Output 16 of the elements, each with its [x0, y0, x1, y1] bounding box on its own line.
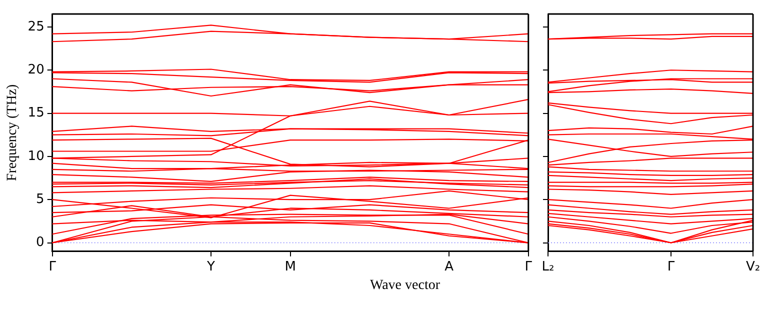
y-tick-label: 25	[28, 19, 44, 34]
y-tick-label: 0	[36, 235, 44, 250]
x-tick-label: Γ	[524, 260, 533, 275]
y-tick-label: 5	[36, 192, 44, 207]
y-tick-label: 15	[28, 106, 44, 121]
x-tick-label: Y	[206, 260, 216, 275]
x-tick-label: A	[444, 260, 454, 275]
x-tick-label: Γ	[48, 260, 57, 275]
x-axis-title: Wave vector	[370, 278, 440, 294]
y-tick-label: 10	[28, 148, 44, 164]
y-tick-label: 20	[28, 62, 44, 78]
x-tick-label: V₂	[746, 260, 760, 275]
x-tick-label: Γ	[667, 260, 676, 275]
x-tick-label: M	[284, 260, 296, 275]
x-tick-label: L₂	[542, 260, 554, 275]
y-axis-title: Frequency (THz)	[5, 84, 20, 182]
